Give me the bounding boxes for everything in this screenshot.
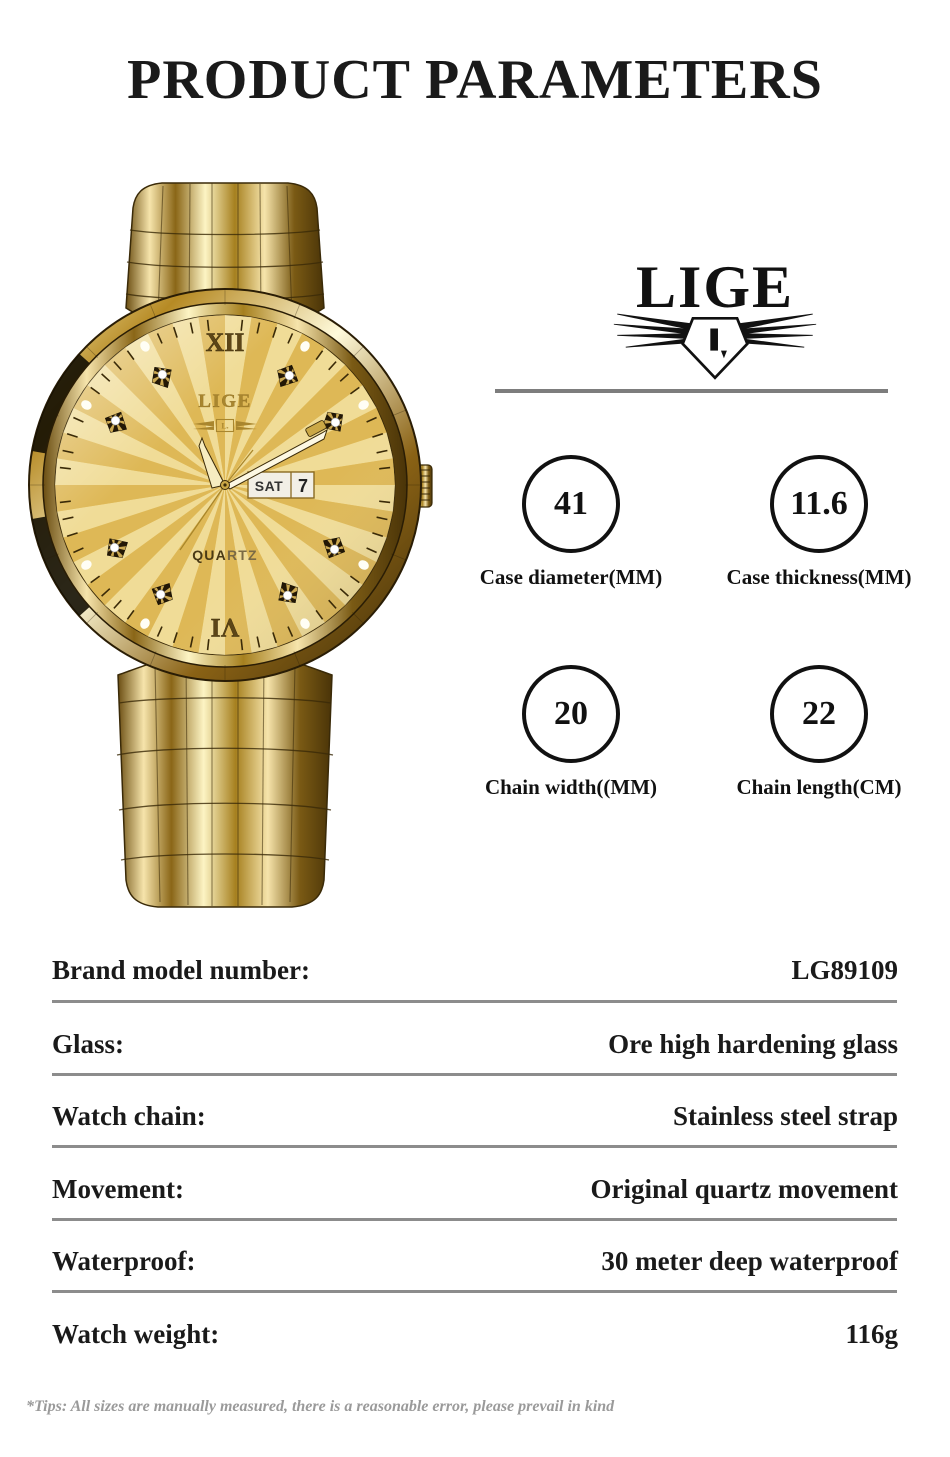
svg-text:L.: L.: [221, 422, 228, 431]
svg-text:7: 7: [298, 476, 308, 496]
svg-text:QUARTZ: QUARTZ: [192, 547, 258, 563]
svg-text:LIGE: LIGE: [636, 255, 794, 320]
svg-text:XII: XII: [205, 328, 244, 357]
svg-text:VI: VI: [211, 613, 240, 642]
svg-text:LIGE: LIGE: [198, 391, 252, 412]
svg-text:SAT: SAT: [255, 478, 283, 494]
